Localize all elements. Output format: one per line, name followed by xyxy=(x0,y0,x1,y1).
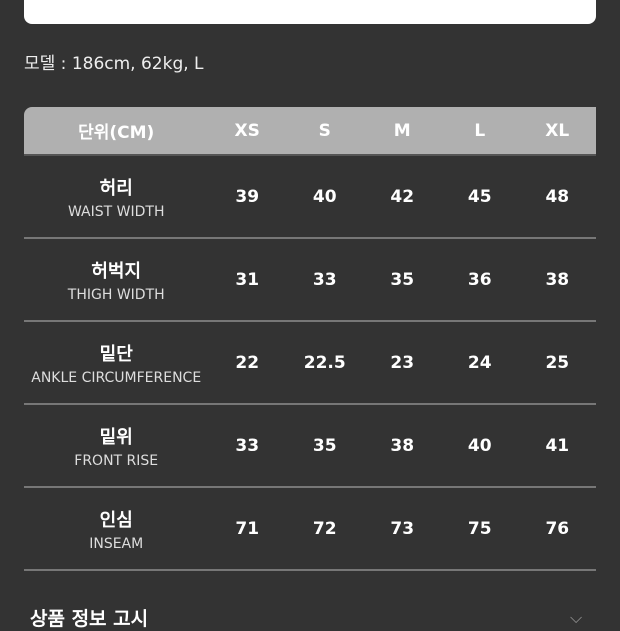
row-label-english: WAIST WIDTH xyxy=(67,203,165,220)
table-cell: 24 xyxy=(467,352,492,373)
table-cell: 72 xyxy=(312,518,337,539)
table-cell: 22 xyxy=(235,352,260,373)
table-cell: 73 xyxy=(390,518,415,539)
top-card xyxy=(24,0,596,24)
table-row: 인심 INSEAM 71 72 73 75 76 xyxy=(24,488,596,571)
chevron-down-icon[interactable]: ⌵ xyxy=(570,608,583,627)
row-label-korean: 인심 xyxy=(99,509,133,531)
table-cell: 40 xyxy=(312,186,337,207)
model-info: 모델 : 186cm, 62kg, L xyxy=(24,54,204,74)
column-header: S xyxy=(318,120,331,141)
product-info-heading[interactable]: 상품 정보 고시 xyxy=(30,608,149,630)
column-header: L xyxy=(474,120,486,141)
row-label-korean: 허리 xyxy=(99,177,133,199)
table-row: 밑위 FRONT RISE 33 35 38 40 41 xyxy=(24,405,596,488)
table-cell: 71 xyxy=(235,518,260,539)
table-cell: 75 xyxy=(467,518,492,539)
row-label-english: ANKLE CIRCUMFERENCE xyxy=(31,369,202,386)
column-header: 단위(CM) xyxy=(78,123,155,143)
row-label-korean: 밑단 xyxy=(99,343,133,365)
table-cell: 45 xyxy=(467,186,492,207)
table-header: 단위(CM) XS S M L XL xyxy=(24,107,596,156)
table-cell: 41 xyxy=(545,435,570,456)
table-cell: 36 xyxy=(467,269,492,290)
table-cell: 35 xyxy=(390,269,415,290)
row-label-english: THIGH WIDTH xyxy=(67,286,165,303)
table-cell: 25 xyxy=(545,352,570,373)
row-label-korean: 허벅지 xyxy=(91,260,142,282)
table-row: 허벅지 THIGH WIDTH 31 33 35 36 38 xyxy=(24,239,596,322)
row-label-english: INSEAM xyxy=(89,535,144,552)
table-cell: 40 xyxy=(467,435,492,456)
row-label: 인심 INSEAM xyxy=(24,506,208,552)
table-cell: 23 xyxy=(390,352,415,373)
column-header: XS xyxy=(234,120,260,141)
table-cell: 48 xyxy=(545,186,570,207)
row-label-korean: 밑위 xyxy=(99,426,133,448)
column-header: XL xyxy=(545,120,570,141)
table-cell: 33 xyxy=(312,269,337,290)
table-cell: 38 xyxy=(390,435,415,456)
row-label: 밑단 ANKLE CIRCUMFERENCE xyxy=(24,340,208,386)
table-row: 밑단 ANKLE CIRCUMFERENCE 22 22.5 23 24 25 xyxy=(24,322,596,405)
table-cell: 38 xyxy=(545,269,570,290)
table-cell: 76 xyxy=(545,518,570,539)
table-cell: 39 xyxy=(235,186,260,207)
size-table: 단위(CM) XS S M L XL 허리 WAIST WIDTH 39 40 42 45 48 허벅지… xyxy=(24,107,596,571)
table-cell: 31 xyxy=(235,269,260,290)
row-label: 밑위 FRONT RISE xyxy=(24,423,208,469)
column-header: M xyxy=(393,120,411,141)
row-label-english: FRONT RISE xyxy=(74,452,159,469)
table-row: 허리 WAIST WIDTH 39 40 42 45 48 xyxy=(24,156,596,239)
table-cell: 35 xyxy=(312,435,337,456)
table-cell: 42 xyxy=(390,186,415,207)
row-label: 허벅지 THIGH WIDTH xyxy=(24,257,208,303)
table-cell: 33 xyxy=(235,435,260,456)
row-label: 허리 WAIST WIDTH xyxy=(24,174,208,220)
table-cell: 22.5 xyxy=(303,352,346,373)
